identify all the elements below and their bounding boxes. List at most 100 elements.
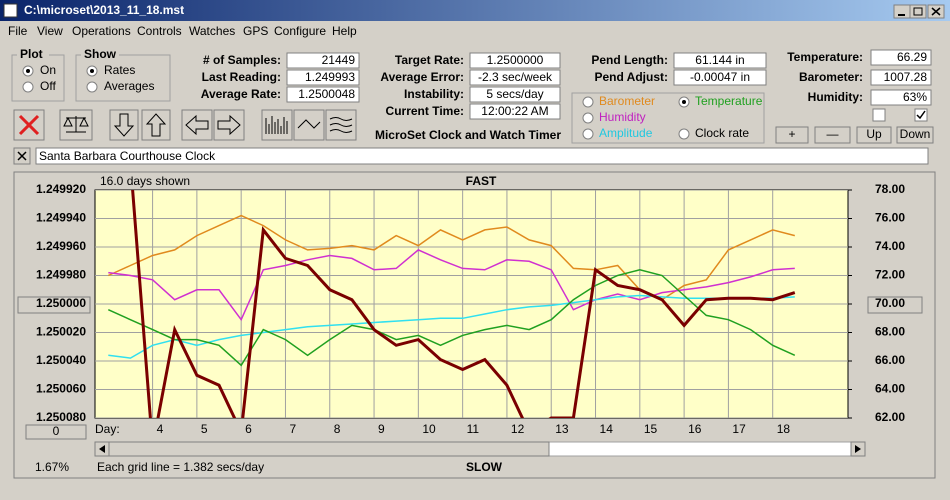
- sensor-label[interactable]: Humidity: [599, 110, 646, 124]
- percent: 1.67%: [35, 460, 69, 474]
- maximize[interactable]: [909, 4, 927, 19]
- field-label: Barometer:: [799, 70, 863, 84]
- field-label: Average Rate:: [201, 87, 281, 101]
- zero-rate-button[interactable]: [17, 296, 91, 314]
- sensor-label[interactable]: Temperature: [695, 94, 763, 108]
- down-button[interactable]: [109, 109, 139, 141]
- y-tick-label: 1.250020: [36, 325, 86, 339]
- left-button[interactable]: [181, 109, 213, 141]
- y-tick-label: 1.249960: [36, 239, 86, 253]
- group-title: Plot: [20, 47, 43, 61]
- radio[interactable]: [86, 81, 98, 93]
- up-button[interactable]: [141, 109, 171, 141]
- offset-button[interactable]: 0: [53, 424, 60, 438]
- menu-item[interactable]: Operations: [72, 24, 131, 38]
- subtitle: 16.0 days shown: [100, 174, 190, 188]
- minimize[interactable]: [893, 4, 911, 19]
- line-button[interactable]: [293, 109, 325, 141]
- field-label: Target Rate:: [395, 53, 464, 67]
- field-label: Instability:: [404, 87, 464, 101]
- window-controls[interactable]: [893, 4, 945, 19]
- x-tick-label: 13: [555, 422, 569, 436]
- radio[interactable]: [582, 96, 594, 108]
- radio-label[interactable]: Rates: [104, 63, 135, 77]
- field-value: 61.144 in: [695, 53, 744, 67]
- scale-button[interactable]: [814, 126, 851, 144]
- scroll-thumb[interactable]: [108, 441, 550, 457]
- field-label: Humidity:: [808, 90, 863, 104]
- field-box: [673, 52, 767, 69]
- y-tick-label: 1.250060: [36, 382, 86, 396]
- y2-tick-label: 66.00: [875, 353, 905, 367]
- field-label: Pend Length:: [591, 53, 668, 67]
- field-box: [469, 69, 561, 86]
- menu-item[interactable]: File: [8, 24, 28, 38]
- x-tick-label: 16: [688, 422, 702, 436]
- right-button[interactable]: [213, 109, 245, 141]
- radio-dot: [26, 69, 30, 73]
- sensor-label[interactable]: Clock rate: [695, 126, 749, 140]
- menu-item[interactable]: Watches: [189, 24, 235, 38]
- x-tick-label: 5: [201, 422, 208, 436]
- y-tick-label: 1.250000: [36, 296, 86, 310]
- field-label: Average Error:: [380, 70, 464, 84]
- radio-label[interactable]: Off: [40, 79, 56, 93]
- menu-item[interactable]: View: [37, 24, 63, 38]
- menu-item[interactable]: Controls: [137, 24, 182, 38]
- menu-item[interactable]: Help: [332, 24, 357, 38]
- field-box: [870, 89, 932, 106]
- app-icon: [3, 3, 18, 18]
- field-value: 21449: [322, 53, 356, 67]
- sensor-label[interactable]: Amplitude: [599, 126, 653, 140]
- series-line: [108, 294, 795, 359]
- sensor-label[interactable]: Barometer: [599, 94, 655, 108]
- field-box: [469, 86, 561, 103]
- field-box: [286, 69, 360, 86]
- scale-button[interactable]: [856, 126, 892, 144]
- x-tick-label: 18: [777, 422, 791, 436]
- y-tick-label: 1.250080: [36, 410, 86, 424]
- scale-button-label[interactable]: Down: [900, 127, 931, 141]
- app-name: MicroSet Clock and Watch Timer: [375, 128, 561, 142]
- series-line: [108, 249, 795, 322]
- field-value: 63%: [903, 90, 927, 104]
- menu-item[interactable]: GPS: [243, 24, 268, 38]
- y2-center-button[interactable]: [867, 296, 923, 314]
- scale-button[interactable]: [775, 126, 809, 144]
- x-tick-label: 12: [511, 422, 525, 436]
- checkbox[interactable]: [914, 108, 928, 122]
- radio[interactable]: [582, 112, 594, 124]
- radio[interactable]: [582, 128, 594, 140]
- y-tick-label: 1.249940: [36, 211, 86, 225]
- menu-item[interactable]: Configure: [274, 24, 326, 38]
- scale-button-label[interactable]: Up: [866, 127, 882, 141]
- radio-label[interactable]: On: [40, 63, 56, 77]
- x-label: Day:: [95, 422, 120, 436]
- offset-button-bg[interactable]: [25, 424, 87, 440]
- toolbar[interactable]: [13, 109, 357, 141]
- scale-button-label[interactable]: +: [788, 127, 795, 141]
- clock-name: Santa Barbara Courthouse Clock: [39, 149, 216, 163]
- radio[interactable]: [22, 81, 34, 93]
- x-tick-label: 7: [289, 422, 296, 436]
- x-tick-label: 14: [600, 422, 614, 436]
- radio-dot: [90, 69, 94, 73]
- radio-label[interactable]: Averages: [104, 79, 154, 93]
- checkbox[interactable]: [872, 108, 886, 122]
- field-value: 1.249993: [305, 70, 355, 84]
- y2-tick-label: 70.00: [875, 296, 905, 310]
- scale-button-label[interactable]: —: [827, 127, 839, 141]
- scrollbar[interactable]: [94, 441, 866, 457]
- x-tick-label: 15: [644, 422, 658, 436]
- field-label: Temperature:: [787, 50, 863, 64]
- scale-button[interactable]: [896, 126, 934, 144]
- radio[interactable]: [678, 128, 690, 140]
- field-value: 1.2500000: [487, 53, 544, 67]
- radio-dot: [682, 100, 686, 104]
- field-box: [870, 49, 932, 66]
- y2-tick-label: 76.00: [875, 211, 905, 225]
- field-value: 1.2500048: [298, 87, 355, 101]
- clock-name-box[interactable]: [35, 147, 929, 165]
- y2-tick-label: 74.00: [875, 239, 905, 253]
